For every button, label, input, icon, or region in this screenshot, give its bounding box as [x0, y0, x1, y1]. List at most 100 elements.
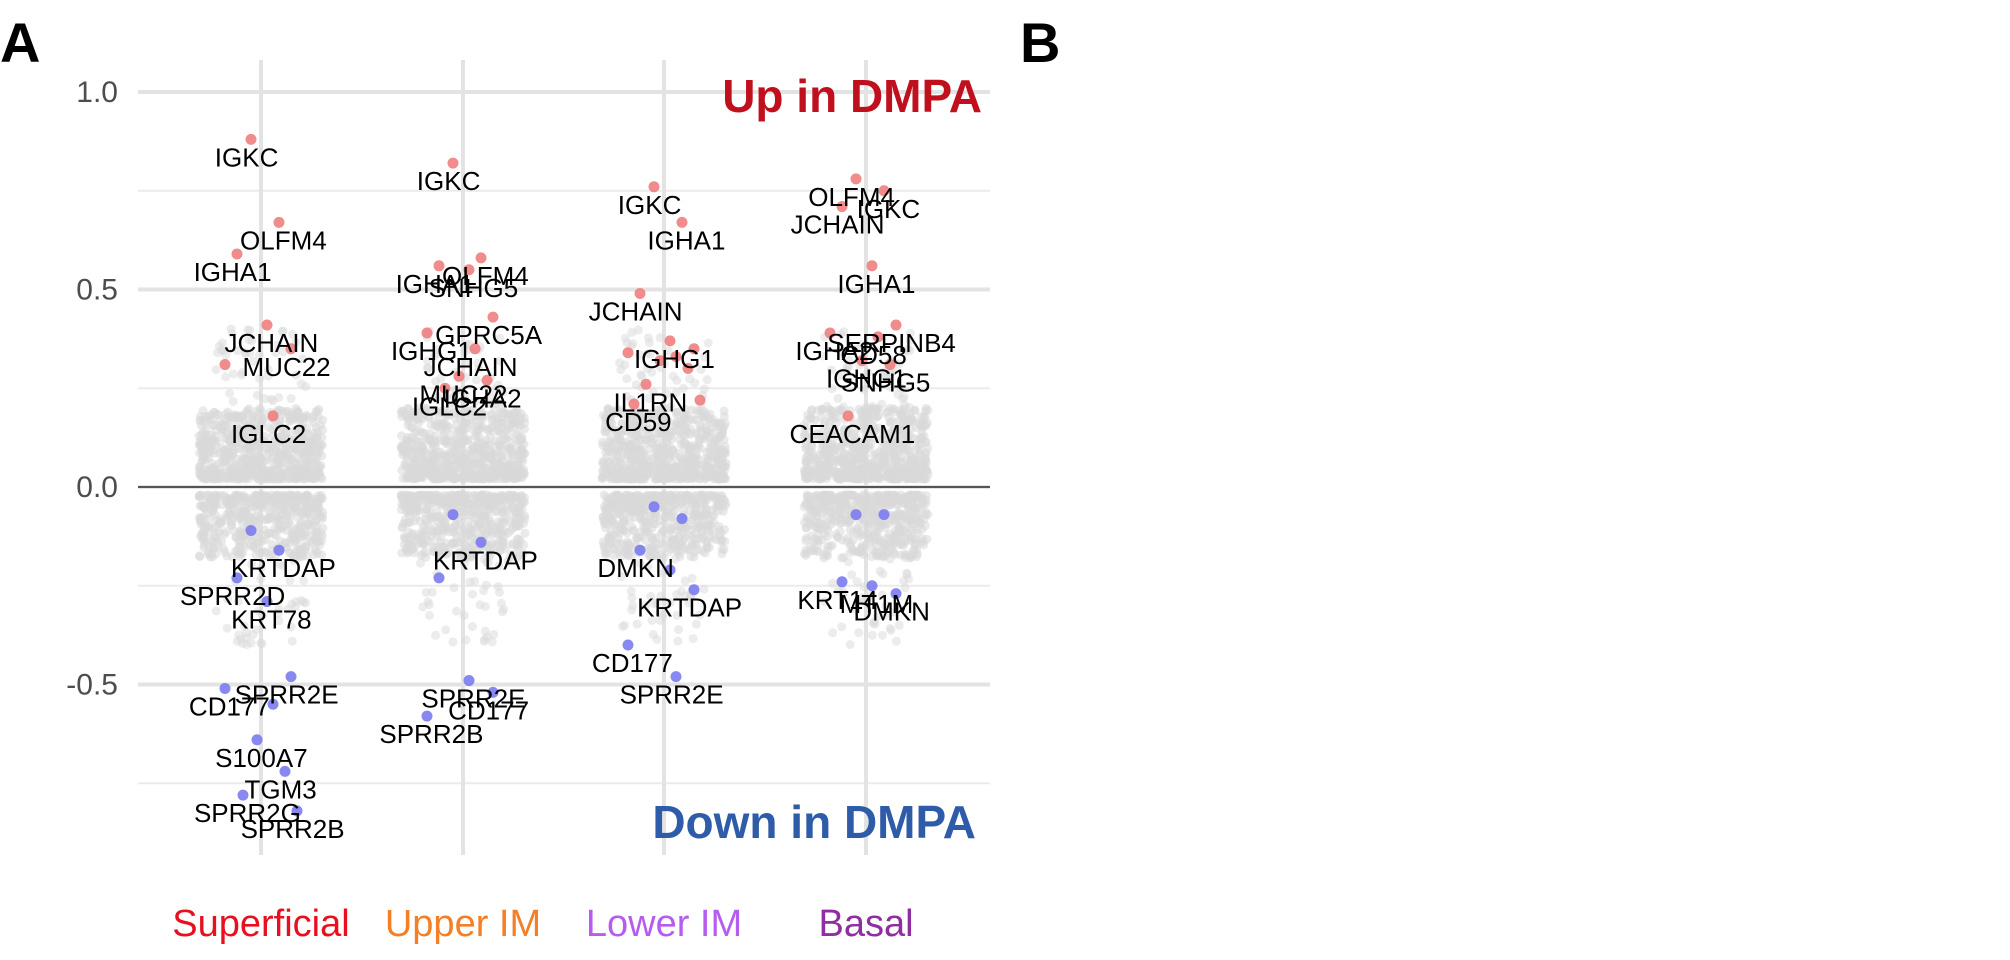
background-point: [719, 471, 729, 481]
background-point: [256, 563, 266, 573]
background-point: [706, 452, 716, 462]
background-point: [302, 506, 312, 516]
background-point: [278, 347, 288, 357]
background-point: [652, 471, 662, 481]
background-point: [302, 410, 312, 420]
background-point: [683, 531, 693, 541]
background-point: [214, 528, 224, 538]
background-point: [612, 457, 622, 467]
background-point: [641, 469, 651, 479]
background-point: [906, 552, 916, 562]
background-point: [618, 524, 628, 534]
background-point: [200, 462, 210, 472]
background-point: [888, 540, 898, 550]
background-point: [277, 471, 287, 481]
background-point: [426, 462, 436, 472]
background-point: [248, 414, 258, 424]
background-point: [254, 459, 264, 469]
background-point: [683, 426, 693, 436]
background-point: [698, 460, 708, 470]
background-point: [469, 508, 479, 518]
background-point: [461, 635, 471, 645]
background-point: [311, 406, 321, 416]
background-point: [402, 412, 412, 422]
background-point: [311, 473, 321, 483]
background-point: [912, 513, 922, 523]
background-point: [410, 507, 420, 517]
background-point: [868, 461, 878, 471]
background-point: [685, 374, 695, 384]
background-point: [299, 575, 309, 585]
background-point: [809, 453, 819, 463]
background-point: [485, 433, 495, 443]
background-point: [877, 399, 887, 409]
background-point: [416, 445, 426, 455]
background-point: [858, 490, 868, 500]
background-point: [451, 606, 461, 616]
background-point: [714, 431, 724, 441]
background-point: [685, 457, 695, 467]
background-point: [920, 457, 930, 467]
background-point: [694, 510, 704, 520]
background-point: [285, 575, 295, 585]
background-point: [260, 515, 270, 525]
background-point: [800, 468, 810, 478]
background-point: [843, 557, 853, 567]
background-point: [211, 606, 221, 616]
background-point: [278, 326, 288, 336]
background-point: [685, 468, 695, 478]
background-point: [819, 553, 829, 563]
background-point: [714, 506, 724, 516]
background-point: [917, 434, 927, 444]
background-point: [253, 606, 263, 616]
background-point: [674, 420, 684, 430]
background-point: [284, 474, 294, 484]
background-point: [860, 518, 870, 528]
background-point: [232, 460, 242, 470]
background-point: [602, 444, 612, 454]
background-point: [226, 520, 236, 530]
background-point: [493, 582, 503, 592]
background-point: [902, 529, 912, 539]
background-point: [246, 559, 256, 569]
background-point: [699, 432, 709, 442]
background-point: [854, 628, 864, 638]
background-point: [614, 472, 624, 482]
background-point: [221, 372, 231, 382]
background-point: [291, 370, 301, 380]
background-point: [889, 404, 899, 414]
background-point: [487, 458, 497, 468]
background-point: [317, 550, 327, 560]
background-point: [291, 597, 301, 607]
background-point: [622, 338, 632, 348]
background-point: [513, 460, 523, 470]
background-point: [196, 439, 206, 449]
background-point: [619, 516, 629, 526]
background-point: [200, 504, 210, 514]
background-point: [451, 450, 461, 460]
background-point: [519, 413, 529, 423]
background-point: [846, 491, 856, 501]
background-point: [211, 549, 221, 559]
background-point: [213, 469, 223, 479]
background-point: [273, 340, 283, 350]
background-point: [421, 587, 431, 597]
background-point: [813, 474, 823, 484]
background-point: [497, 494, 507, 504]
background-point: [688, 634, 698, 644]
background-point: [469, 519, 479, 529]
background-point: [281, 496, 291, 506]
background-point: [835, 527, 845, 537]
background-point: [647, 455, 657, 465]
background-point: [253, 491, 263, 501]
background-point: [845, 640, 855, 650]
background-point: [424, 600, 434, 610]
background-point: [712, 443, 722, 453]
background-point: [665, 442, 675, 452]
background-point: [288, 329, 298, 339]
background-point: [261, 530, 271, 540]
background-point: [517, 491, 527, 501]
background-point: [718, 452, 728, 462]
background-point: [254, 350, 264, 360]
background-point: [496, 423, 506, 433]
